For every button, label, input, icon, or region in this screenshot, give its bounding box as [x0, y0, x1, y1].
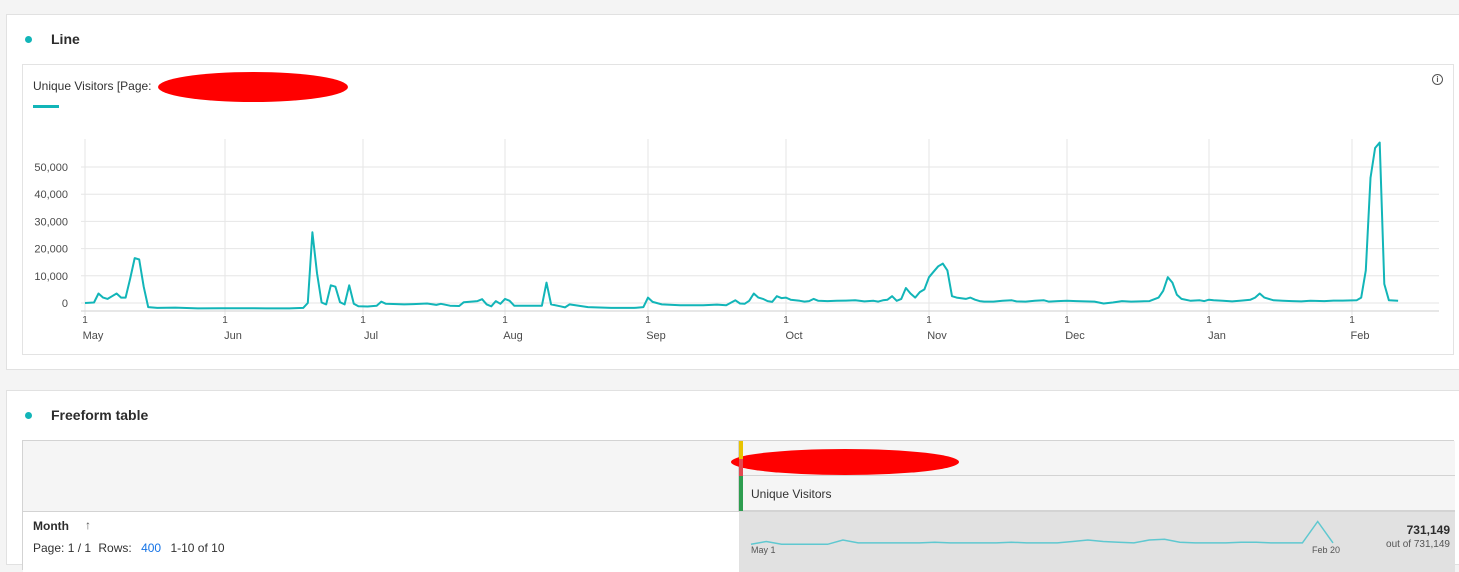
- line-chart-card: Unique Visitors [Page: i 0 10,000 20,000 30…: [22, 64, 1454, 355]
- x-tick-month-label: Aug: [503, 330, 523, 342]
- panel-bullet-icon: [25, 35, 32, 43]
- metric-header[interactable]: [739, 476, 1455, 511]
- y-tick-label: 40,000: [34, 189, 68, 201]
- line-panel-header[interactable]: Line: [25, 29, 80, 49]
- x-tick-month-label: Nov: [927, 330, 947, 342]
- x-tick-month-label: May: [83, 330, 104, 342]
- segment-color-bar: [739, 441, 743, 459]
- x-tick-day-label: 1: [1064, 315, 1070, 326]
- metric-total: 731,149: [1406, 523, 1450, 537]
- metric-total-of: out of 731,149: [1386, 539, 1450, 550]
- x-tick-month-label: Jul: [364, 330, 378, 342]
- pagination-info: Page: 1 / 1 Rows: 400 1-10 of 10: [33, 541, 225, 555]
- x-tick-day-label: 1: [82, 315, 88, 326]
- metric-name[interactable]: Unique Visitors: [751, 487, 832, 501]
- x-tick-day-label: 1: [222, 315, 228, 326]
- x-tick-day-label: 1: [645, 315, 651, 326]
- table-dimension-row: Month ↑ Page: 1 / 1 Rows: 400 1-10 of 10…: [23, 511, 1455, 572]
- x-tick-month-label: Sep: [646, 330, 666, 342]
- redaction-mark: [731, 449, 959, 475]
- range-label: 1-10 of 10: [170, 541, 225, 555]
- line-chart: 0 10,000 20,000 30,000 40,000 50,000 1 May 1 Jun 1…: [34, 139, 1439, 342]
- rows-label: Rows:: [98, 541, 132, 555]
- y-tick-label: 50,000: [34, 162, 68, 174]
- y-tick-label: 0: [62, 298, 68, 310]
- series-label: Unique Visitors [Page:: [33, 79, 152, 93]
- legend-swatch: [33, 105, 59, 108]
- x-tick-day-label: 1: [502, 315, 508, 326]
- line-panel-title: Line: [51, 31, 80, 47]
- arrow-up-icon[interactable]: ↑: [85, 518, 91, 532]
- y-tick-label: 30,000: [34, 216, 68, 228]
- sparkline: [750, 520, 1334, 546]
- metric-summary-cell: May 1 Feb 20 731,149 out of 731,149: [739, 512, 1455, 572]
- series-line: [84, 141, 1399, 310]
- segment-color-bar: [739, 459, 743, 476]
- rows-per-page-dropdown[interactable]: 400: [141, 541, 162, 555]
- sparkline-start-label: May 1: [751, 545, 776, 555]
- x-tick-month-label: Jun: [224, 330, 242, 342]
- metric-drag-handle[interactable]: [739, 476, 743, 511]
- x-tick-month-label: Jan: [1208, 330, 1226, 342]
- x-tick-day-label: 1: [1206, 315, 1212, 326]
- y-tick-label: 10,000: [34, 271, 68, 283]
- dimension-header-cell: Month ↑ Page: 1 / 1 Rows: 400 1-10 of 10: [23, 512, 739, 572]
- dimension-name[interactable]: Month: [33, 519, 69, 533]
- sparkline-line: [750, 520, 1334, 546]
- x-tick-month-label: Dec: [1065, 330, 1085, 342]
- redaction-mark: [158, 72, 348, 102]
- x-tick-day-label: 1: [926, 315, 932, 326]
- y-tick-label: 20,000: [34, 244, 68, 256]
- x-tick-month-label: Feb: [1351, 330, 1370, 342]
- x-tick-day-label: 1: [360, 315, 366, 326]
- line-panel: Line Unique Visitors [Page: i 0 10,000 20,…: [6, 14, 1459, 370]
- x-tick-day-label: 1: [783, 315, 789, 326]
- info-icon[interactable]: i: [1432, 74, 1443, 85]
- page-label: Page: 1 / 1: [33, 541, 92, 555]
- x-tick-day-label: 1: [1349, 315, 1355, 326]
- table-header-corner: [23, 441, 739, 511]
- sparkline-end-label: Feb 20: [1312, 545, 1341, 555]
- table-panel-title: Freeform table: [51, 407, 149, 423]
- freeform-table-panel: Freeform table Unique Visitors Month ↑ P…: [6, 390, 1459, 572]
- freeform-table: Unique Visitors Month ↑ Page: 1 / 1 Rows…: [22, 440, 1455, 572]
- x-tick-month-label: Oct: [785, 330, 802, 342]
- table-panel-header[interactable]: Freeform table: [25, 405, 148, 425]
- panel-bullet-icon: [25, 411, 32, 419]
